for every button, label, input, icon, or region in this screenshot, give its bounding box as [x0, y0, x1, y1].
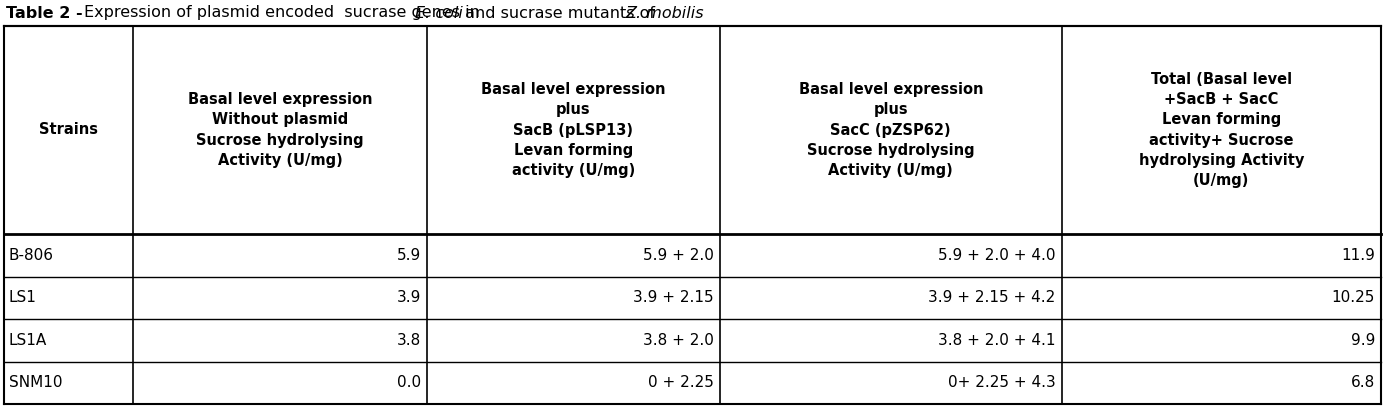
Text: 5.9: 5.9 — [396, 248, 421, 263]
Text: LS1A: LS1A — [8, 333, 47, 348]
Text: and sucrase mutants of: and sucrase mutants of — [460, 5, 659, 20]
Text: 3.8 + 2.0: 3.8 + 2.0 — [643, 333, 715, 348]
Text: 10.25: 10.25 — [1331, 290, 1375, 305]
Text: 0.0: 0.0 — [396, 375, 421, 390]
Text: 9.9: 9.9 — [1350, 333, 1375, 348]
Text: 3.9 + 2.15: 3.9 + 2.15 — [633, 290, 715, 305]
Text: 5.9 + 2.0: 5.9 + 2.0 — [643, 248, 715, 263]
Text: LS1: LS1 — [8, 290, 37, 305]
Text: Expression of plasmid encoded  sucrase genes in: Expression of plasmid encoded sucrase ge… — [84, 5, 485, 20]
Text: 0 + 2.25: 0 + 2.25 — [648, 375, 715, 390]
Text: Basal level expression
plus
SacC (pZSP62)
Sucrose hydrolysing
Activity (U/mg): Basal level expression plus SacC (pZSP62… — [799, 82, 983, 178]
Text: 3.8: 3.8 — [396, 333, 421, 348]
Text: B-806: B-806 — [8, 248, 54, 263]
Text: E. coli: E. coli — [416, 5, 463, 20]
Text: 3.9 + 2.15 + 4.2: 3.9 + 2.15 + 4.2 — [928, 290, 1055, 305]
Text: 3.9: 3.9 — [396, 290, 421, 305]
Text: Strains: Strains — [39, 122, 98, 137]
Text: 11.9: 11.9 — [1341, 248, 1375, 263]
Text: Basal level expression
plus
SacB (pLSP13)
Levan forming
activity (U/mg): Basal level expression plus SacB (pLSP13… — [481, 82, 666, 178]
Text: Table 2 -: Table 2 - — [6, 5, 89, 20]
Text: 5.9 + 2.0 + 4.0: 5.9 + 2.0 + 4.0 — [938, 248, 1055, 263]
Text: Basal level expression
Without plasmid
Sucrose hydrolysing
Activity (U/mg): Basal level expression Without plasmid S… — [188, 92, 373, 168]
Text: Z. mobilis: Z. mobilis — [625, 5, 704, 20]
Text: 6.8: 6.8 — [1350, 375, 1375, 390]
Text: Total (Basal level
+SacB + SacC
Levan forming
activity+ Sucrose
hydrolysing Acti: Total (Basal level +SacB + SacC Levan fo… — [1138, 71, 1303, 188]
Text: 3.8 + 2.0 + 4.1: 3.8 + 2.0 + 4.1 — [938, 333, 1055, 348]
Text: 0+ 2.25 + 4.3: 0+ 2.25 + 4.3 — [947, 375, 1055, 390]
Text: SNM10: SNM10 — [8, 375, 62, 390]
